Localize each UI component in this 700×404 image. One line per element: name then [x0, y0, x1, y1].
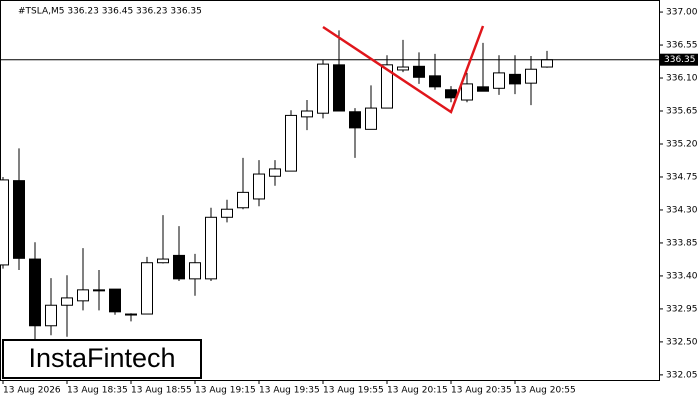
candle-body: [445, 89, 457, 99]
x-tick-label: 13 Aug 18:55: [131, 386, 192, 396]
watermark-box: [2, 339, 202, 379]
candle-body: [349, 111, 361, 129]
y-tick-label: 335.20: [666, 139, 698, 149]
candle-body: [141, 262, 153, 315]
candle-body: [397, 66, 409, 71]
candle-body: [381, 64, 393, 109]
candle-body: [205, 216, 217, 280]
candle-body: [509, 73, 521, 85]
y-tick-label: 333.40: [666, 271, 698, 281]
x-tick-label: 13 Aug 20:15: [387, 386, 448, 396]
y-tick-label: 336.10: [666, 74, 698, 84]
y-tick-label: 333.85: [666, 238, 698, 248]
y-tick-label: 336.55: [666, 41, 698, 51]
candle-body: [461, 83, 473, 101]
candle-body: [429, 75, 441, 88]
x-tick-label: 13 Aug 19:55: [323, 386, 384, 396]
candle-body: [93, 289, 105, 292]
chart-title: #TSLA,M5 336.23 336.45 336.23 336.35: [18, 7, 202, 17]
candle-body: [13, 180, 25, 259]
candle-body: [525, 68, 537, 84]
x-tick-label: 13 Aug 2026: [3, 386, 61, 396]
candle-body: [221, 208, 233, 218]
candle-body: [253, 173, 265, 200]
y-tick-label: 335.65: [666, 107, 698, 117]
candle-body: [333, 64, 345, 112]
candle-body: [45, 304, 57, 327]
candle-body: [173, 254, 185, 280]
candle-body: [493, 72, 505, 89]
candle-body: [189, 262, 201, 280]
y-tick-label: 337.00: [666, 8, 698, 18]
pattern-line: [322, 25, 485, 114]
x-tick-label: 13 Aug 19:15: [195, 386, 256, 396]
price-label-box: [660, 53, 698, 66]
price-label: 336.35: [664, 55, 696, 65]
candle-body: [365, 107, 377, 130]
candle-body: [61, 297, 73, 306]
x-tick-label: 13 Aug 18:35: [67, 386, 128, 396]
candle-body: [413, 65, 425, 78]
candle-body: [0, 179, 9, 266]
candle-body: [77, 289, 89, 302]
candle-body: [301, 110, 313, 118]
candle-body: [157, 258, 169, 264]
x-tick-label: 13 Aug 19:35: [259, 386, 320, 396]
y-tick-label: 332.05: [666, 370, 698, 380]
candle-body: [541, 59, 553, 68]
candle-body: [29, 258, 41, 327]
watermark: InstaFintech: [28, 343, 175, 373]
candle-body: [285, 114, 297, 172]
candle-body: [317, 63, 329, 114]
y-tick-label: 334.75: [666, 172, 698, 182]
x-tick-label: 13 Aug 20:35: [451, 386, 512, 396]
candle-body: [125, 313, 137, 316]
y-tick-label: 334.30: [666, 205, 698, 215]
candle-body: [109, 288, 121, 313]
y-tick-label: 332.50: [666, 337, 698, 347]
candle-body: [237, 191, 249, 209]
plot-frame: [0, 0, 660, 381]
y-tick-label: 332.95: [666, 304, 698, 314]
candle-body: [269, 168, 281, 177]
candle-body: [477, 86, 489, 92]
x-tick-label: 13 Aug 20:55: [515, 386, 576, 396]
